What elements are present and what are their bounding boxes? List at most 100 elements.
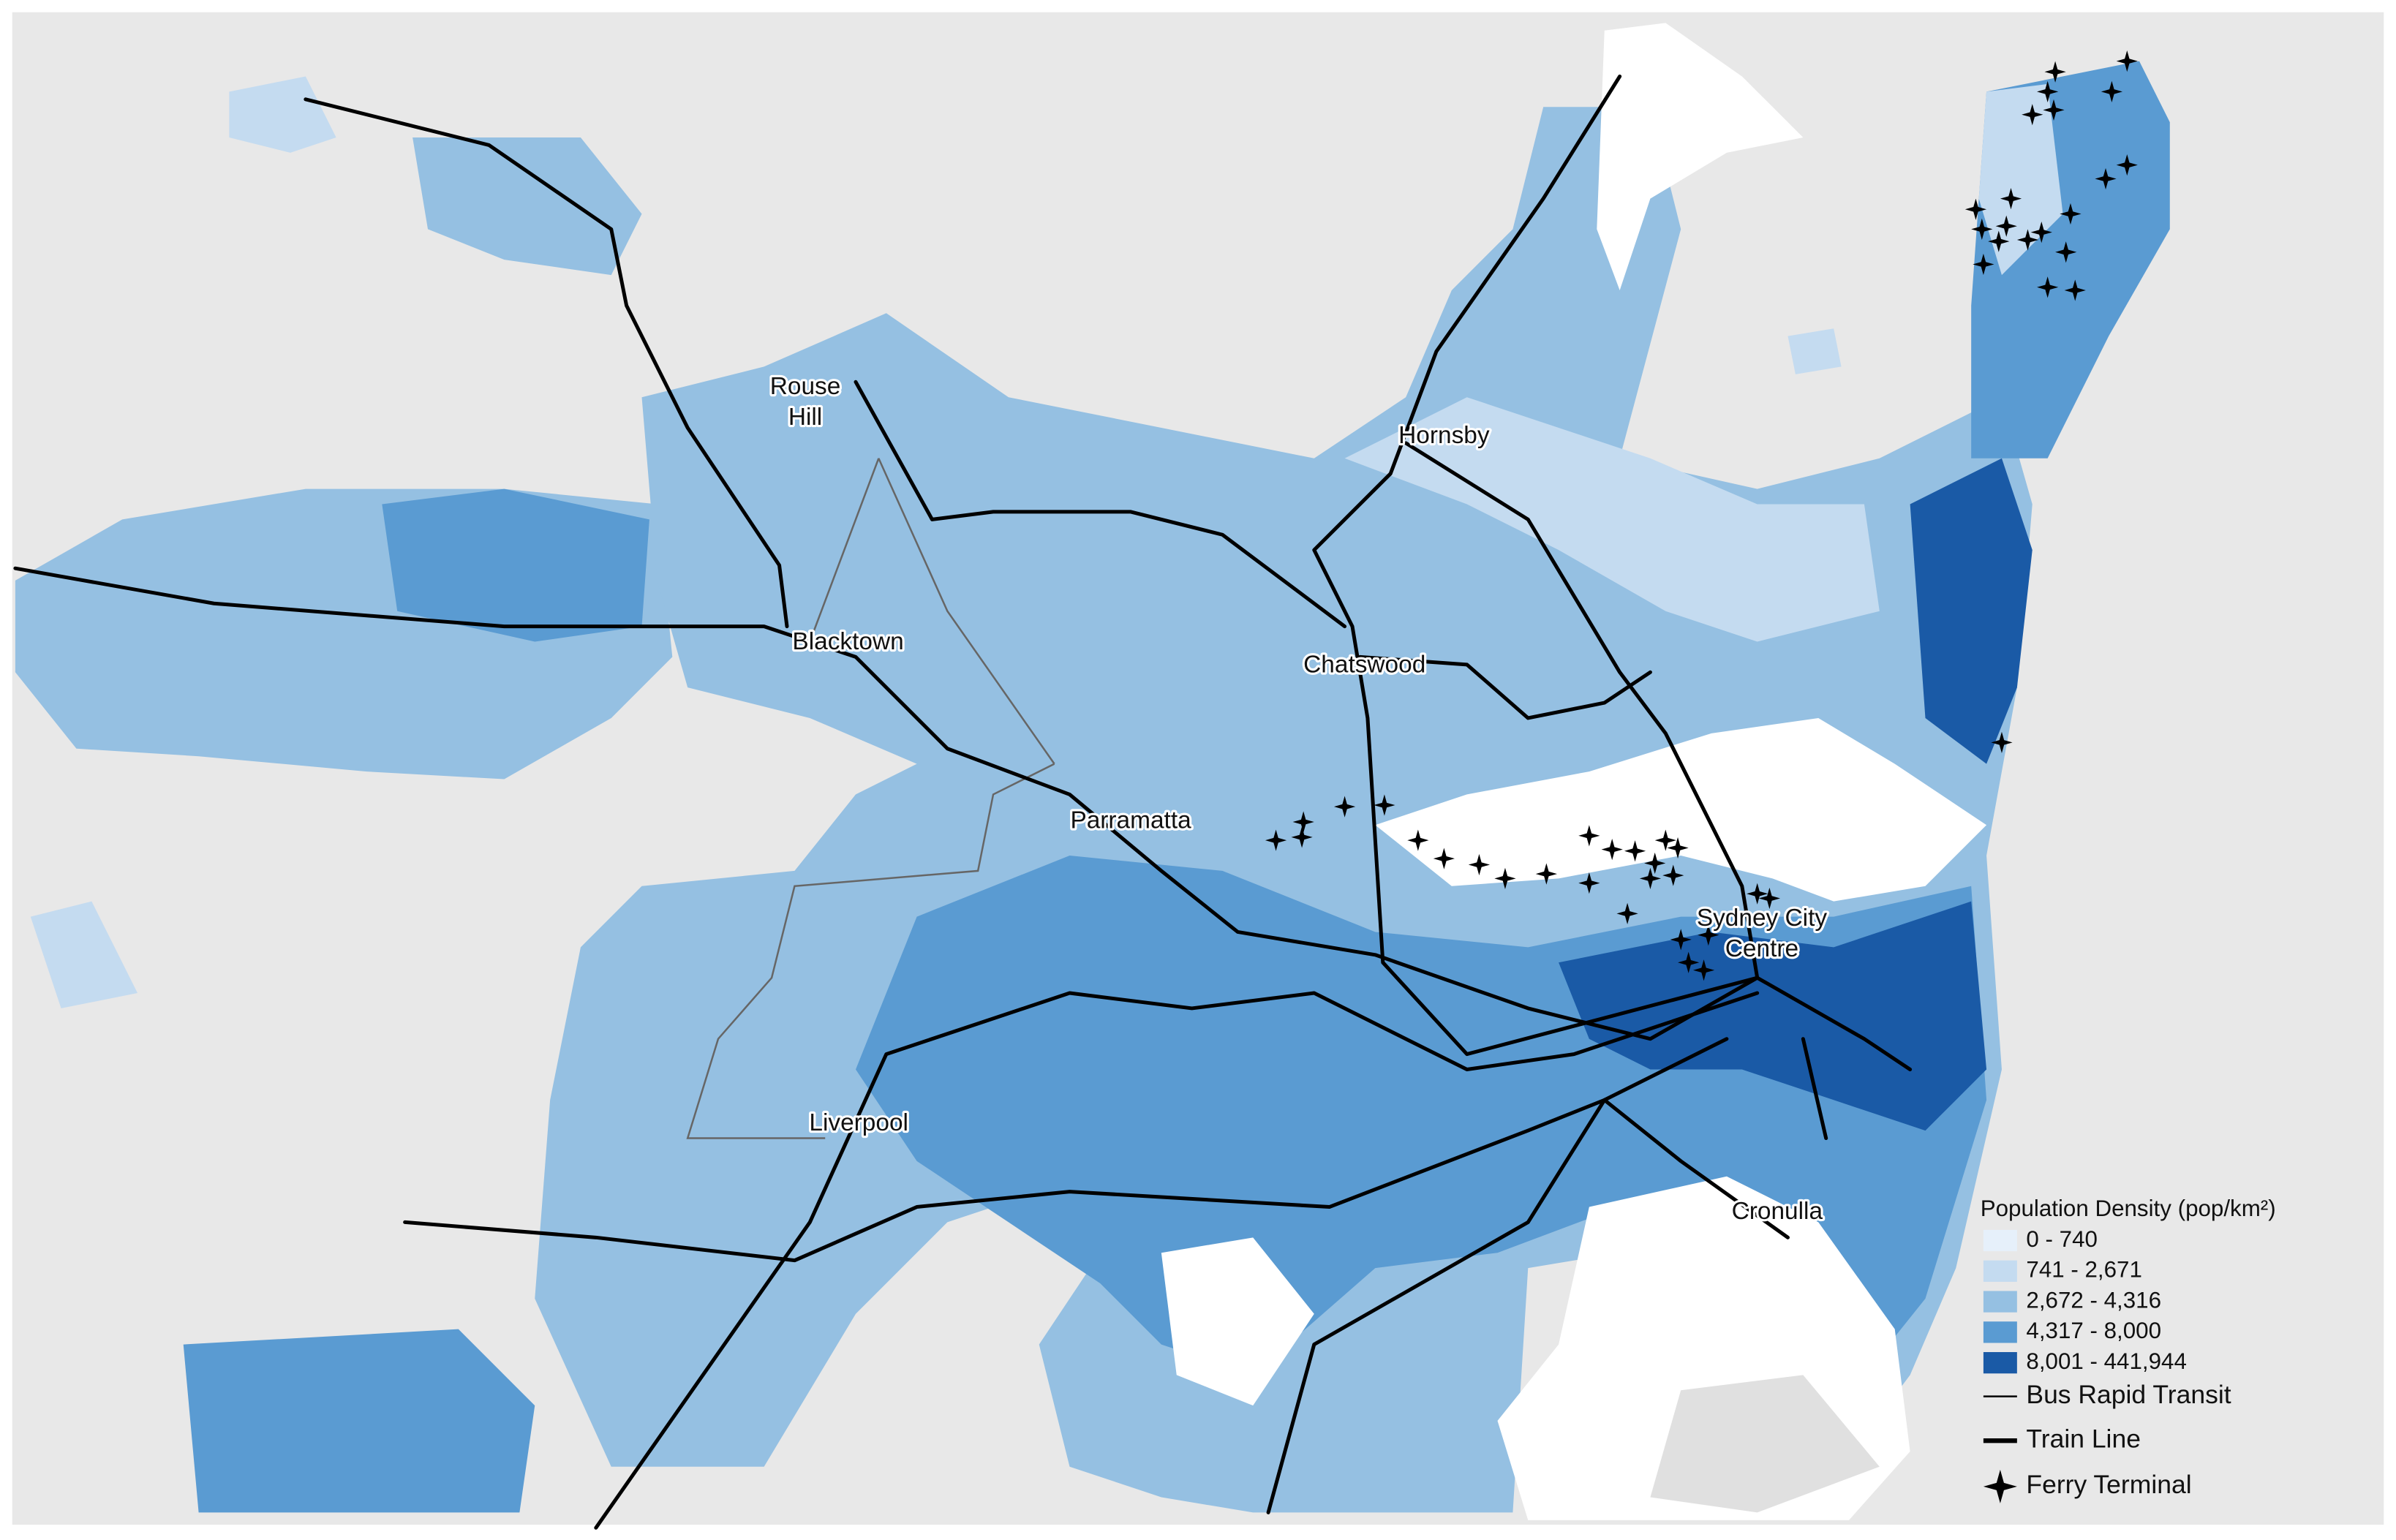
train-line: [13, 566, 1760, 1041]
ferry-terminal: [1670, 929, 1692, 951]
place-labels: Rouse Hill Hornsby Blacktown Chatswood Pa…: [768, 371, 1830, 1227]
ferry-terminal: [2116, 50, 2138, 72]
legend-ferry-symbol: [1983, 1469, 2017, 1503]
legend-label: 741 - 2,671: [2026, 1257, 2142, 1283]
ferry-terminal: [1995, 215, 2017, 237]
ferry-terminal: [2060, 203, 2082, 225]
park: [1650, 1375, 1880, 1513]
place-label: Rouse Hill: [770, 373, 841, 431]
place-label: Hornsby: [1398, 422, 1490, 449]
legend-label: 4,317 - 8,000: [2026, 1318, 2161, 1343]
ferry-terminal: [1654, 829, 1676, 851]
ferry-terminal: [1747, 883, 1768, 905]
ferry-terminal: [1494, 867, 1516, 889]
legend-swatch: [1983, 1229, 2017, 1252]
legend-swatch: [1983, 1321, 2017, 1343]
ferry-terminal: [1971, 218, 1993, 241]
ferry-terminal: [1692, 959, 1715, 981]
ferry-terminal: [1964, 198, 1987, 220]
ferry-terminal: [1535, 863, 1557, 885]
ferry-terminal: [1624, 840, 1646, 862]
ferry-terminal: [2030, 221, 2052, 244]
harbour: [1375, 717, 1987, 902]
ferry-terminal: [1578, 872, 1600, 894]
place-label: Parramatta: [1070, 807, 1191, 834]
area: [30, 901, 138, 1008]
area: [382, 488, 649, 642]
ferry-terminal: [2116, 154, 2138, 176]
train-line: [594, 991, 1760, 1530]
area: [1559, 901, 1987, 1131]
area: [183, 1329, 535, 1513]
ferry-terminal: [1644, 852, 1666, 875]
ferry-terminal: [1601, 839, 1623, 861]
area: [1910, 458, 2033, 764]
legend-swatch: [1983, 1291, 2017, 1313]
ferry-terminal: [1698, 924, 1719, 946]
ferry-terminal: [1292, 811, 1314, 833]
train-line: [1404, 441, 1760, 980]
label-line: Rouse: [770, 373, 841, 400]
legend-layer-label: Train Line: [2026, 1424, 2141, 1454]
ferry-terminal: [1265, 829, 1287, 851]
ferry-terminal: [1374, 794, 1395, 816]
ferry-terminal: [1662, 864, 1684, 886]
ferry-terminal: [2044, 61, 2066, 83]
legend-label: 2,672 - 4,316: [2026, 1287, 2161, 1313]
ferry-terminal: [2055, 241, 2077, 263]
legend-layer-label: Ferry Terminal: [2026, 1470, 2191, 1499]
ferry-terminal: [1433, 848, 1455, 869]
train-line: [304, 97, 789, 629]
ferry-terminal: [2022, 104, 2043, 126]
place-label: Chatswood: [1303, 651, 1425, 678]
legend-label: 8,001 - 441,944: [2026, 1348, 2186, 1374]
label-line: Sydney City: [1697, 905, 1828, 932]
ferry-terminal: [2037, 276, 2059, 298]
label-line: Centre: [1725, 935, 1798, 962]
legend: Population Density (pop/km²) 0 - 740 741 …: [1981, 1196, 2276, 1503]
legend-swatch: [1983, 1352, 2017, 1374]
ferry-terminals: [1265, 50, 2138, 981]
place-label: Blacktown: [792, 628, 903, 655]
water: [1161, 23, 1987, 1520]
legend-label: 0 - 740: [2026, 1226, 2098, 1252]
train-line: [1755, 975, 1913, 1141]
ferry-terminal: [2095, 167, 2117, 190]
legend-layer-label: Bus Rapid Transit: [2026, 1380, 2231, 1409]
legend-title: Population Density (pop/km²): [1981, 1196, 2276, 1221]
train-line: [403, 1098, 1790, 1263]
ferry-terminal: [1639, 867, 1662, 889]
ferry-terminal: [2101, 80, 2123, 102]
bus-rapid-transit: [686, 458, 1055, 1139]
river: [1597, 23, 1804, 290]
ferry-terminal: [1991, 731, 2013, 754]
place-label: Liverpool: [809, 1109, 908, 1136]
ferry-terminal: [1758, 887, 1781, 910]
legend-swatch: [1983, 1260, 2017, 1282]
ferry-terminal: [1578, 825, 1600, 847]
transit: [13, 74, 1913, 1530]
ferry-terminal: [2016, 229, 2039, 251]
place-label: Sydney City Centre: [1697, 905, 1828, 962]
ferry-terminal: [2037, 80, 2059, 102]
ferry-terminal: [1973, 253, 1994, 276]
train-line: [1266, 1037, 1729, 1514]
ferry-terminal: [1616, 902, 1638, 925]
ferry-terminal: [1333, 796, 1356, 818]
place-label: Cronulla: [1732, 1198, 1823, 1225]
ferry-terminal: [1667, 837, 1689, 859]
ferry-terminal: [1468, 853, 1491, 876]
area: [1344, 397, 1880, 642]
train-line: [1312, 74, 1760, 1057]
area: [229, 76, 336, 153]
train-line: [854, 380, 1347, 629]
ferry-terminal: [1291, 826, 1313, 848]
ferry-terminal: [2064, 279, 2086, 301]
river: [1161, 1237, 1314, 1406]
label-line: Hill: [788, 404, 822, 431]
area: [1787, 328, 1842, 374]
ferry-terminal: [1407, 829, 1429, 851]
ferry-terminal: [1678, 951, 1700, 973]
train-line: [1357, 654, 1652, 720]
